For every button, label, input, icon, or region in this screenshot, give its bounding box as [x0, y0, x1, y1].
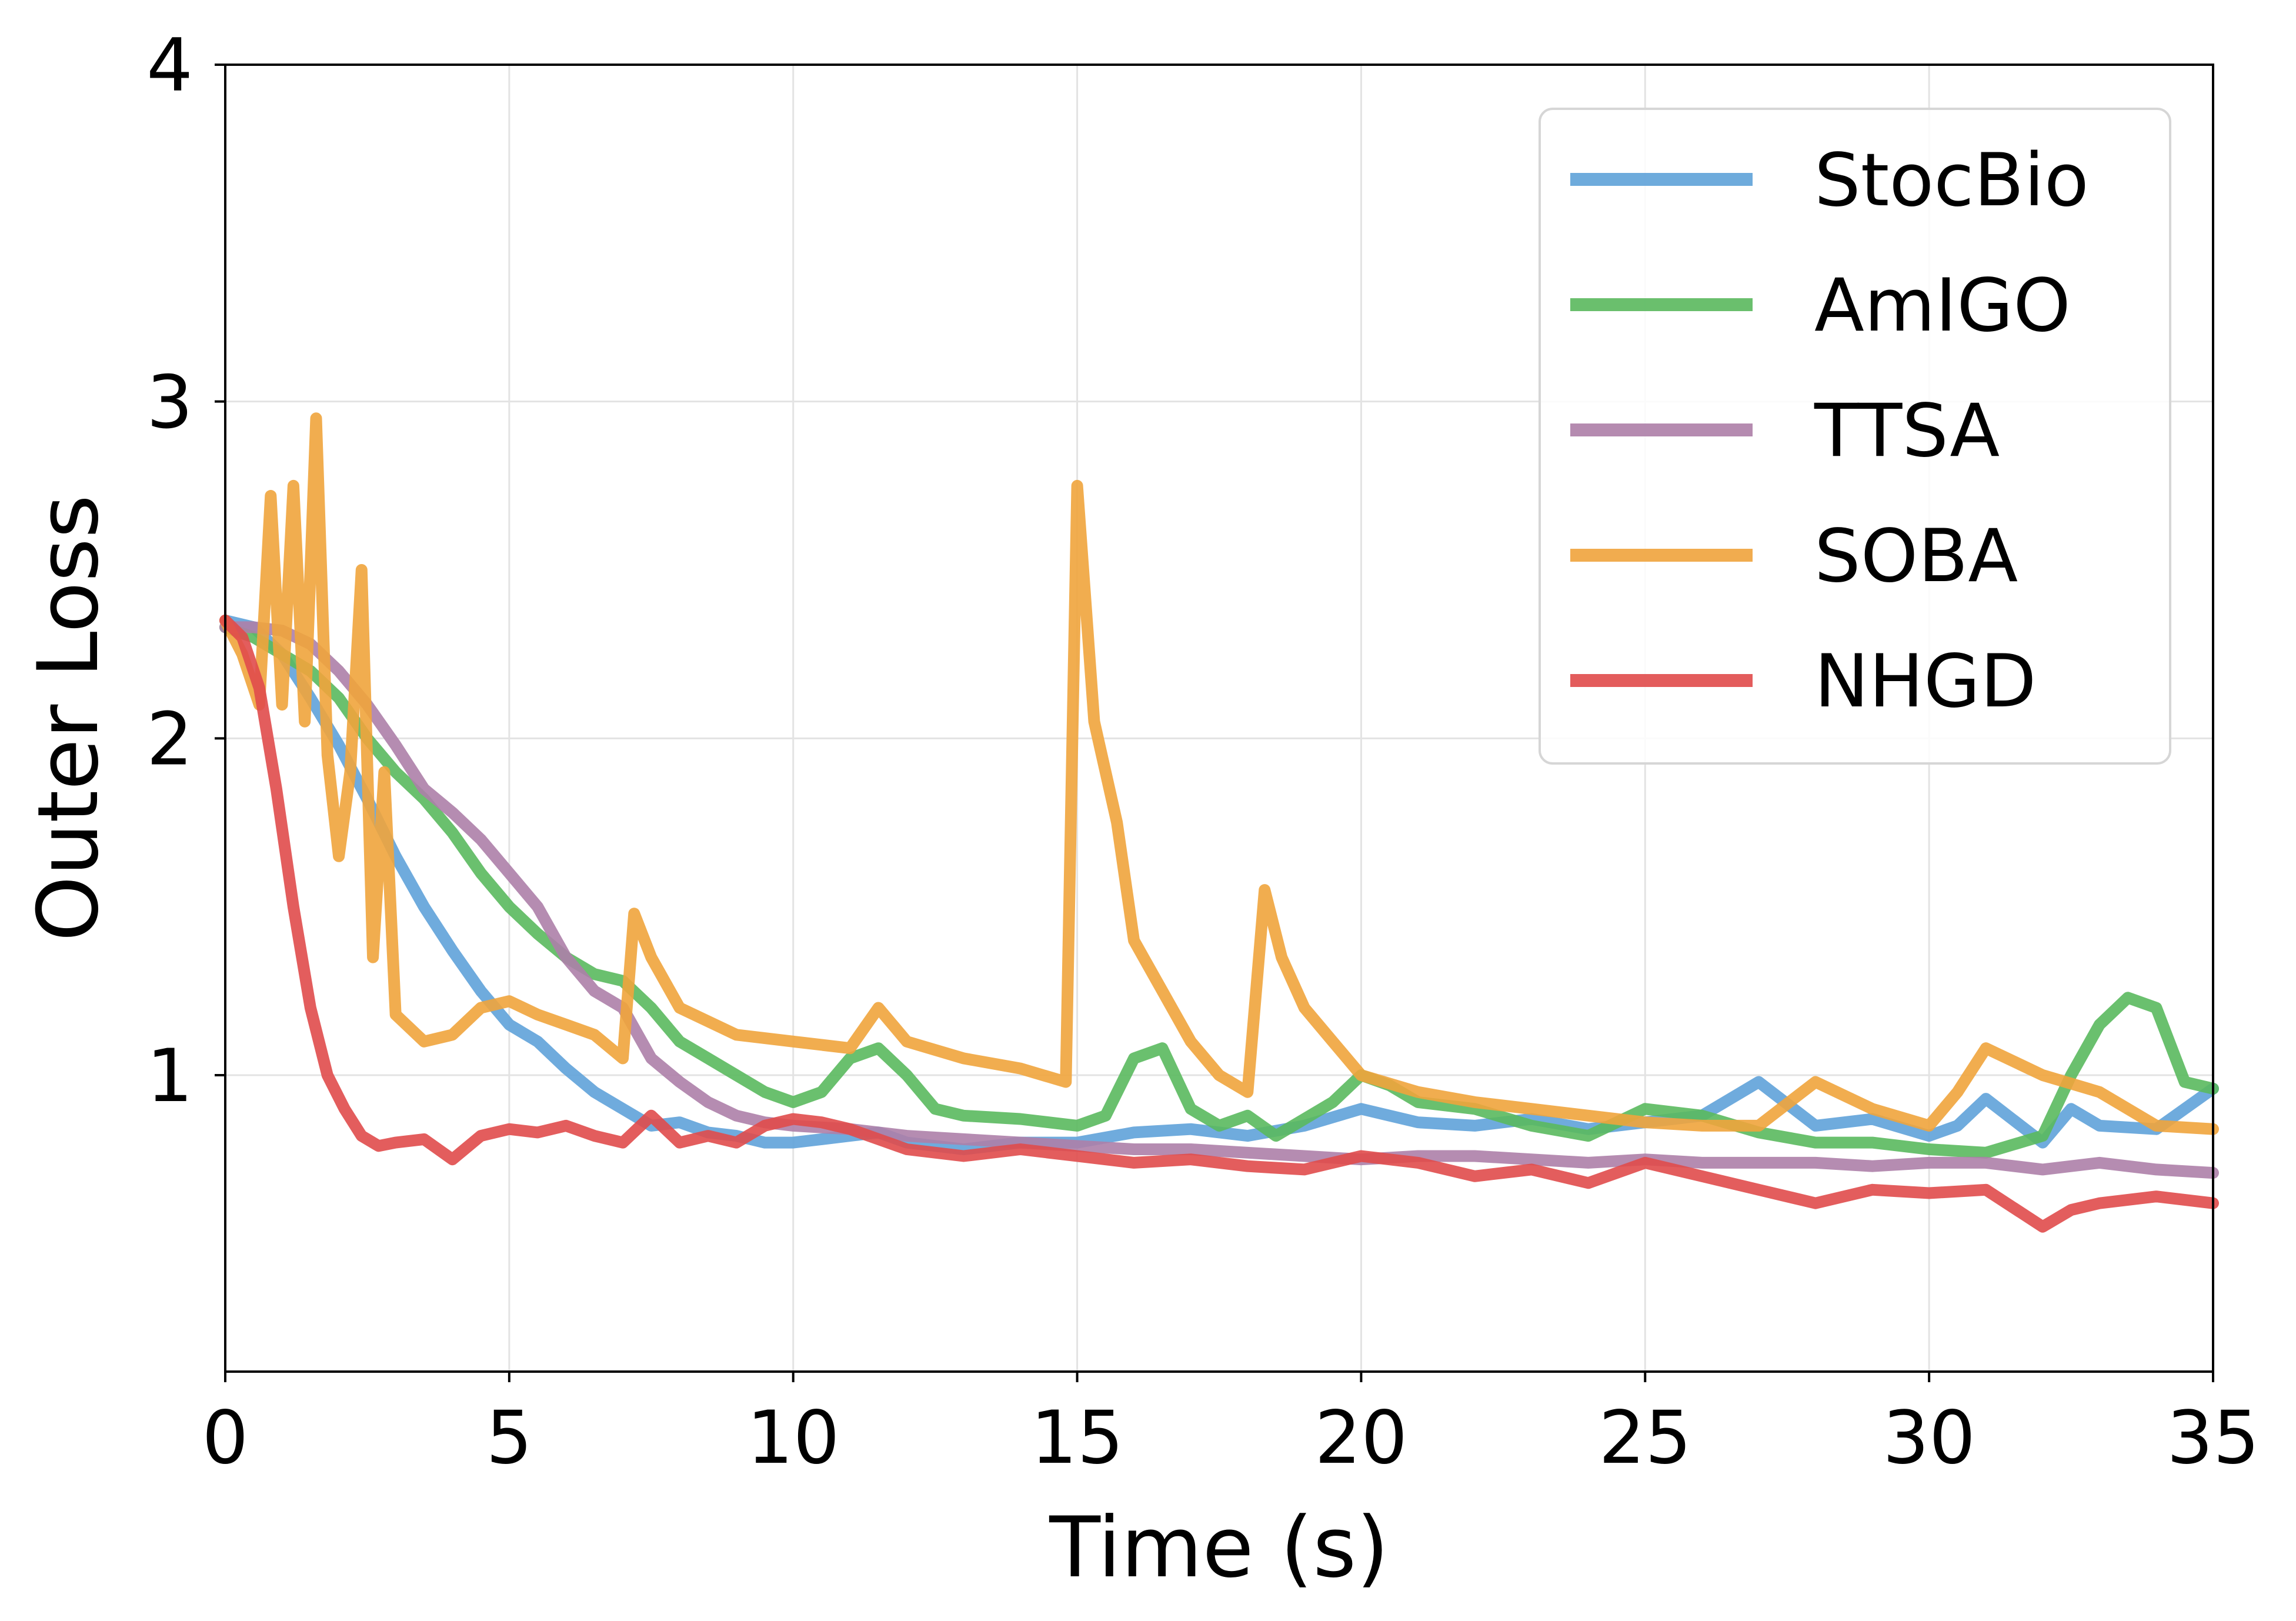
series-line-amigo [219, 621, 2219, 1159]
legend: StocBio AmIGO TTSA SOBA NHGD [1539, 108, 2171, 765]
x-tick-label: 0 [202, 1396, 249, 1480]
legend-label-soba: SOBA [1814, 514, 2018, 599]
legend-label-amigo: AmIGO [1814, 264, 2071, 348]
series-line-nhgd [219, 614, 2219, 1233]
x-tick-label: 25 [1598, 1396, 1691, 1480]
y-tick-label: 2 [146, 697, 193, 782]
legend-label-ttsa: TTSA [1814, 389, 2000, 473]
legend-box [1539, 108, 2171, 765]
x-tick-label: 15 [1031, 1396, 1124, 1480]
x-tick-label: 35 [2167, 1396, 2260, 1480]
x-tick-label: 30 [1883, 1396, 1975, 1480]
series-line-stocbio [219, 614, 2219, 1155]
series-line-soba [219, 412, 2219, 1135]
x-axis-label: Time (s) [1049, 1499, 1389, 1596]
x-tick-label: 5 [486, 1396, 532, 1480]
series-line-ttsa [219, 621, 2219, 1179]
legend-label-nhgd: NHGD [1814, 639, 2037, 724]
y-axis-label: Outer Loss [20, 495, 117, 942]
y-tick-label: 3 [146, 361, 193, 445]
x-tick-label: 20 [1315, 1396, 1408, 1480]
axis-ticks: 0 5 10 15 20 25 30 35 1 2 3 4 [146, 24, 2260, 1480]
legend-label-stocbio: StocBio [1814, 138, 2089, 223]
y-tick-label: 4 [146, 24, 193, 108]
x-tick-label: 10 [747, 1396, 840, 1480]
plot-frame [224, 64, 2214, 1373]
y-tick-label: 1 [146, 1034, 193, 1119]
series-lines [219, 412, 2219, 1233]
